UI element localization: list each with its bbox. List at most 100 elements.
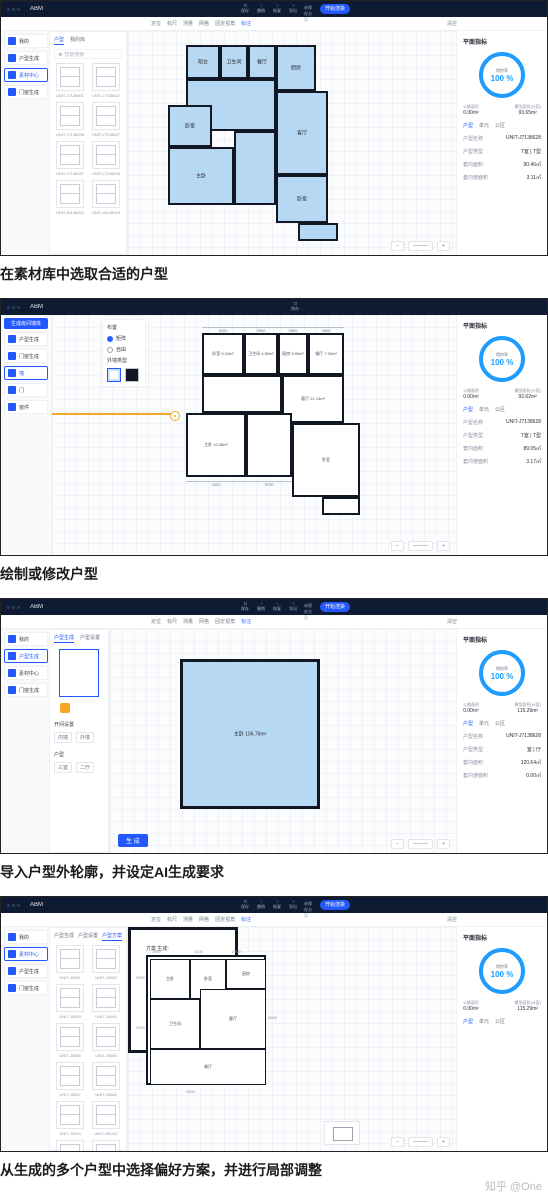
side-item[interactable]: 我的 xyxy=(4,930,48,944)
floorplan[interactable]: 主卧 106.76m² xyxy=(180,659,320,809)
right-tab[interactable]: 单元 xyxy=(479,122,489,129)
lib-tab[interactable]: 户型 xyxy=(54,36,64,45)
side-item[interactable]: 墙 xyxy=(4,366,48,380)
topbar-btn[interactable]: 保存 xyxy=(290,302,300,312)
result-tab[interactable]: 户型生成 xyxy=(54,932,74,941)
wt-item[interactable]: 测量 xyxy=(183,20,193,27)
floorplan[interactable]: 阳台 卫生间 餐厅 厨房 卧室 客厅 主卧 卧室 xyxy=(168,45,338,241)
lib-thumb[interactable]: UNIT-J00111 xyxy=(54,1140,86,1152)
lib-thumb[interactable]: UNIT-J7138637 xyxy=(90,102,122,137)
right-tab[interactable]: 公区 xyxy=(495,406,505,413)
right-tab[interactable]: 公区 xyxy=(495,1018,505,1025)
topbar-btn[interactable]: 未保存方案 xyxy=(304,900,314,910)
topbar-btn[interactable]: 撤销 xyxy=(256,4,266,14)
side-item[interactable]: 户型生成 xyxy=(4,649,48,663)
lib-thumb[interactable]: UNIT-J0064 xyxy=(90,984,122,1019)
pop-option[interactable]: 自由 xyxy=(107,346,141,353)
topbar-btn[interactable]: 保存 xyxy=(240,4,250,14)
lib-thumb[interactable]: UNIT-J7136637 xyxy=(90,63,122,98)
side-item[interactable]: 素材中心 xyxy=(4,666,48,680)
render-pill[interactable]: 开始渲染 xyxy=(320,900,350,910)
canvas[interactable]: 方案 生成: 主卧 卧室 厨房 卫生间 客厅 餐厅 1600 2100 2400… xyxy=(127,927,457,1151)
lib-thumb[interactable]: UNIT-J00112 xyxy=(90,1140,122,1152)
topbar-btn[interactable]: 导出 xyxy=(288,4,298,14)
canvas[interactable]: 布置 矩阵 自由 外墙类型 卧室 9.24m² 卫生间 4.50m² 厨房 5.… xyxy=(51,315,457,555)
gen-tab[interactable]: 户型生成 xyxy=(54,634,74,643)
lib-thumb[interactable]: UNIT-J7138601 xyxy=(54,63,86,98)
right-tab[interactable]: 户型 xyxy=(463,720,473,727)
topbar-btn[interactable]: 撤销 xyxy=(256,900,266,910)
lib-thumb[interactable]: UNIT-J0065 xyxy=(54,1023,86,1058)
right-tab[interactable]: 单元 xyxy=(479,720,489,727)
floorplan-detail[interactable]: 方案 生成: 主卧 卧室 厨房 卫生间 客厅 餐厅 1600 2100 2400… xyxy=(136,945,276,1095)
right-tab[interactable]: 公区 xyxy=(495,122,505,129)
lib-thumb[interactable]: UNIT-J0061 xyxy=(54,945,86,980)
right-tab[interactable]: 公区 xyxy=(495,720,505,727)
right-tab[interactable]: 单元 xyxy=(479,406,489,413)
topbar-btn[interactable]: 恢复 xyxy=(272,900,282,910)
canvas[interactable]: 阳台 卫生间 餐厅 厨房 卧室 客厅 主卧 卧室 − ——— + xyxy=(127,31,457,255)
lib-thumb[interactable]: UNIT-J0068 xyxy=(90,1062,122,1097)
chip[interactable]: 三室 xyxy=(54,762,72,773)
topbar-btn[interactable]: 未保存方案 xyxy=(304,4,314,14)
right-tab[interactable]: 户型 xyxy=(463,122,473,129)
side-item[interactable]: 门窗生成 xyxy=(4,981,48,995)
side-item[interactable]: 户型生成 xyxy=(4,964,48,978)
lib-thumb[interactable]: UNIT-J0066 xyxy=(90,1023,122,1058)
render-pill[interactable]: 开始渲染 xyxy=(320,602,350,612)
side-item[interactable]: 素材中心 xyxy=(4,68,48,82)
result-tab[interactable]: 户型设置 xyxy=(78,932,98,941)
topbar-btn[interactable]: 恢复 xyxy=(272,602,282,612)
zoom-btn[interactable]: + xyxy=(437,839,450,849)
zoom-btn[interactable]: + xyxy=(437,1137,450,1147)
window-controls[interactable] xyxy=(7,606,20,609)
outline-preview[interactable] xyxy=(59,649,99,697)
side-item[interactable]: 门 xyxy=(4,383,48,397)
side-item[interactable]: 户型生成 xyxy=(4,51,48,65)
render-pill[interactable]: 开始渲染 xyxy=(320,4,350,14)
lib-thumb[interactable]: UNIT-J0019 xyxy=(54,1101,86,1136)
wt-item[interactable]: 标尺 xyxy=(167,20,177,27)
blue-header[interactable]: 生成房间墙体 xyxy=(4,318,48,329)
wt-item[interactable]: 定位 xyxy=(151,20,161,27)
chip[interactable]: 二厅 xyxy=(76,762,94,773)
zoom-btn[interactable]: − xyxy=(391,839,404,849)
side-item[interactable]: 门窗生成 xyxy=(4,85,48,99)
gen-tab[interactable]: 户型设置 xyxy=(80,634,100,643)
floorplan[interactable]: 卧室 9.24m² 卫生间 4.50m² 厨房 5.90m² 餐厅 7.30m²… xyxy=(172,333,382,533)
pop-option[interactable]: 矩阵 xyxy=(107,335,141,342)
lib-thumb[interactable]: UNIT-J00110 xyxy=(90,1101,122,1136)
shape-option[interactable] xyxy=(125,368,139,382)
right-tab[interactable]: 户型 xyxy=(463,406,473,413)
wt-item[interactable]: 固定视角 xyxy=(215,20,235,27)
side-item[interactable]: 素材中心 xyxy=(4,947,48,961)
canvas[interactable]: 主卧 106.76m² 生 成 − ——— + xyxy=(109,629,457,853)
lib-thumb[interactable]: UNIT-J0063 xyxy=(54,984,86,1019)
right-tab[interactable]: 单元 xyxy=(479,1018,489,1025)
chip[interactable]: 外墙 xyxy=(76,732,94,743)
window-controls[interactable] xyxy=(7,904,20,907)
window-controls[interactable] xyxy=(7,8,20,11)
wt-item[interactable]: 标注 xyxy=(241,20,251,27)
zoom-btn[interactable]: − xyxy=(391,241,404,251)
topbar-btn[interactable]: 未保存方案 xyxy=(304,602,314,612)
result-tab[interactable]: 户型方案 xyxy=(102,932,122,941)
wt-clear[interactable]: 清空 xyxy=(447,20,457,27)
chip[interactable]: 内墙 xyxy=(54,732,72,743)
lib-thumb[interactable]: UNIT-J8138024 xyxy=(90,180,122,215)
lib-thumb[interactable]: UNIT-J7138636 xyxy=(54,102,86,137)
lib-thumb[interactable]: UNIT-J7138047 xyxy=(54,141,86,176)
side-item[interactable]: 我的 xyxy=(4,34,48,48)
side-item[interactable]: 门窗生成 xyxy=(4,349,48,363)
lib-thumb[interactable]: UNIT-J0067 xyxy=(54,1062,86,1097)
topbar-btn[interactable]: 导出 xyxy=(288,602,298,612)
topbar-btn[interactable]: 撤销 xyxy=(256,602,266,612)
zoom-btn[interactable]: − xyxy=(391,1137,404,1147)
shape-option[interactable] xyxy=(107,368,121,382)
zoom-btn[interactable]: + xyxy=(437,541,450,551)
zoom-btn[interactable]: + xyxy=(437,241,450,251)
lib-thumb[interactable]: UNIT-J8138024 xyxy=(54,180,86,215)
lib-thumb[interactable]: UNIT-J0062 xyxy=(90,945,122,980)
topbar-btn[interactable]: 恢复 xyxy=(272,4,282,14)
minimap[interactable] xyxy=(324,1121,360,1145)
